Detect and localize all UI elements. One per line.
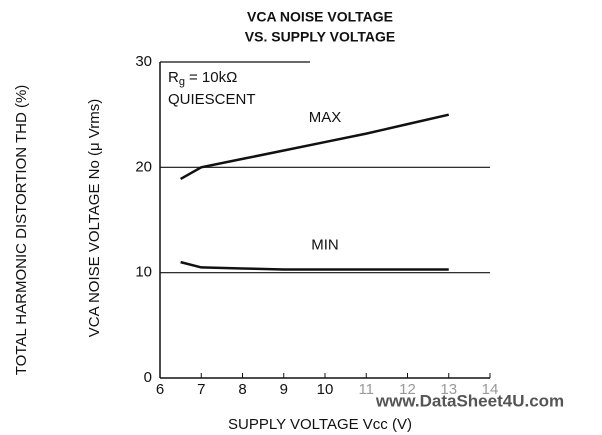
x-tick-label: 6 [156,381,164,398]
x-tick-label: 7 [197,381,205,398]
x-axis-label: SUPPLY VOLTAGE Vcc (V) [228,416,412,433]
x-tick-label: 14 [482,381,499,398]
y-tick-label: 0 [144,369,152,386]
chart-title: VS. SUPPLY VOLTAGE [245,29,395,45]
y-tick-label: 20 [135,158,152,175]
series-label: MAX [309,109,342,126]
chart-title: VCA NOISE VOLTAGE [247,9,393,25]
y-axis-label: VCA NOISE VOLTAGE No (μ Vrms) [86,99,103,337]
y-tick-label: 10 [135,264,152,281]
annotation: g [179,76,185,88]
x-tick-label: 12 [399,381,416,398]
annotation: QUIESCENT [168,91,256,108]
series-label: MIN [311,236,339,253]
x-tick-label: 9 [280,381,288,398]
watermark: www.DataSheet4U.com [375,391,564,410]
y-tick-label: 30 [135,53,152,70]
annotation: Rg = 10kΩ [168,69,237,88]
data-line [180,260,449,271]
data-line [180,113,450,181]
x-tick-label: 11 [358,381,374,398]
x-tick-label: 13 [440,381,457,398]
x-tick-label: 10 [317,381,334,398]
x-tick-label: 8 [238,381,246,398]
outer-axis-label: TOTAL HARMONIC DISTORTION THD (%) [13,85,30,376]
annotation: = 10kΩ [189,69,237,86]
annotation: R [168,69,179,86]
